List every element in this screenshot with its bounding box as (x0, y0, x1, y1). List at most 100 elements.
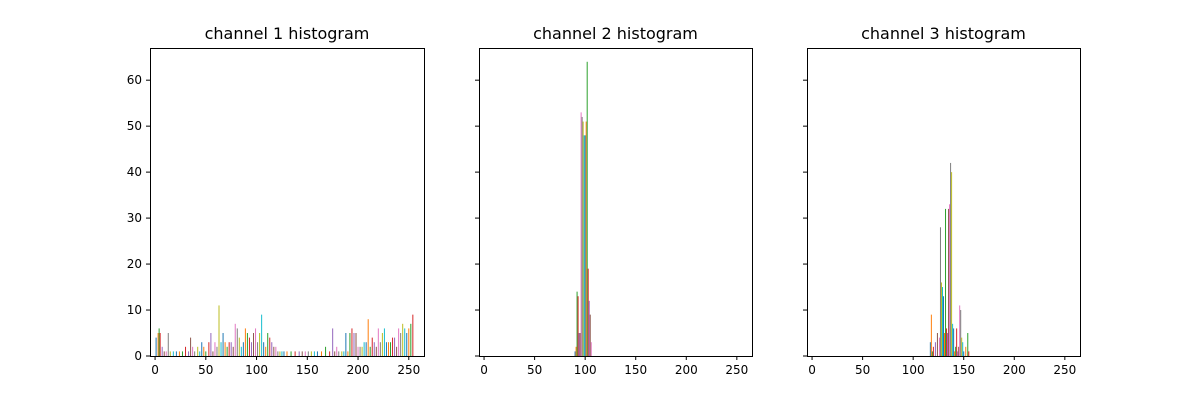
panel-2: 0 50 100 150 200 250 channel 2 histogram (475, 24, 753, 377)
histogram-bar (228, 342, 230, 356)
histogram-bar (290, 351, 292, 356)
histogram-bar (277, 351, 279, 356)
histogram-bar (286, 351, 288, 356)
histogram-bar (336, 346, 338, 356)
histogram-bar (952, 323, 954, 356)
y-tick-label: 40 (127, 165, 142, 179)
histogram-bar (589, 314, 591, 356)
histogram-bar (341, 351, 343, 356)
histogram-bar (178, 351, 180, 356)
histogram-bar (383, 328, 385, 356)
histogram-bar (329, 351, 331, 356)
histogram-bar (375, 346, 377, 356)
histogram-bar (950, 162, 952, 356)
x-tick-label: 150 (624, 363, 647, 377)
histogram-bar (406, 333, 408, 356)
histogram-bar (385, 342, 387, 356)
histogram-bar (345, 333, 347, 356)
histogram-bar (379, 342, 381, 356)
histogram-bar (338, 351, 340, 356)
histogram-bar (953, 328, 955, 356)
histogram-bar (944, 333, 946, 356)
y-tick-label: 10 (127, 303, 142, 317)
histogram-bar (390, 342, 392, 356)
x-tick-label: 0 (480, 363, 488, 377)
histogram-bar (929, 342, 931, 356)
chart-title: channel 1 histogram (205, 24, 370, 43)
x-tick-label: 200 (675, 363, 698, 377)
histogram-bar (238, 337, 240, 356)
histogram-bar (250, 342, 252, 356)
histogram-bar (367, 319, 369, 356)
histogram-bar (945, 208, 947, 356)
histogram-bar (194, 351, 196, 356)
histogram-bar (936, 333, 938, 356)
histogram-bar (275, 346, 277, 356)
histogram-bar (954, 351, 956, 356)
histogram-bar (301, 351, 303, 356)
histogram-bar (398, 328, 400, 356)
histogram-bar (321, 351, 322, 356)
histogram-bar (956, 328, 958, 356)
histogram-bar (265, 346, 267, 356)
histogram-bar (584, 135, 586, 356)
histogram-bar (939, 227, 941, 356)
x-tick-label: 150 (952, 363, 975, 377)
histogram-bar (279, 351, 281, 356)
histogram-bar (357, 346, 359, 356)
histogram-bar (210, 333, 212, 356)
histogram-bar (581, 116, 583, 357)
histogram-bar (580, 112, 582, 356)
histogram-bar (347, 351, 349, 356)
x-tick-label: 0 (808, 363, 816, 377)
histogram-bar (578, 333, 580, 356)
histogram-bar (165, 351, 167, 356)
histogram-bar (255, 328, 257, 356)
histogram-bar (325, 346, 327, 356)
y-tick-label: 20 (127, 257, 142, 271)
axes-frame (807, 48, 1081, 357)
histogram-bar (949, 204, 951, 356)
histogram-bar (959, 305, 961, 356)
x-tick-label: 250 (397, 363, 420, 377)
histogram-bar (273, 346, 275, 356)
histogram-bar (190, 337, 192, 356)
histogram-bar (585, 121, 587, 356)
histogram-bar (230, 342, 232, 356)
histogram-bar (958, 346, 960, 356)
histogram-bar (185, 346, 187, 356)
histogram-bar (946, 328, 948, 356)
histogram-bar (353, 333, 355, 356)
histogram-bar (957, 351, 959, 356)
histogram-bar (948, 208, 950, 356)
histogram-bar (257, 342, 259, 356)
histogram-bar (408, 328, 410, 356)
histogram-bar (931, 351, 933, 356)
x-tick-label: 50 (527, 363, 542, 377)
histogram-bar (962, 342, 964, 356)
y-tick-label: 0 (134, 349, 142, 363)
histogram-bar (365, 342, 367, 356)
x-tick-label: 50 (855, 363, 870, 377)
histogram-bar (574, 351, 576, 356)
histogram-bar (363, 342, 365, 356)
histogram-bar (294, 351, 296, 356)
histogram-bar (361, 346, 363, 356)
histogram-bar (387, 342, 389, 356)
histogram-bar (582, 121, 584, 356)
histogram-bar (938, 337, 940, 356)
histogram-bar (201, 342, 203, 356)
histogram-bar (261, 314, 263, 356)
histogram-bar (267, 333, 269, 356)
histogram-bar (587, 268, 589, 356)
x-tick-label: 250 (725, 363, 748, 377)
histogram-bar (253, 333, 255, 356)
histogram-bar (575, 346, 577, 356)
histogram-bar (955, 346, 957, 356)
histogram-bar (965, 346, 967, 356)
x-tick-label: 50 (198, 363, 213, 377)
histogram-bar (226, 346, 228, 356)
panel-1: 0 50 100 150 200 250 0 10 20 30 40 50 60 channel 1 hi… (127, 24, 425, 377)
histogram-bar (167, 333, 169, 356)
